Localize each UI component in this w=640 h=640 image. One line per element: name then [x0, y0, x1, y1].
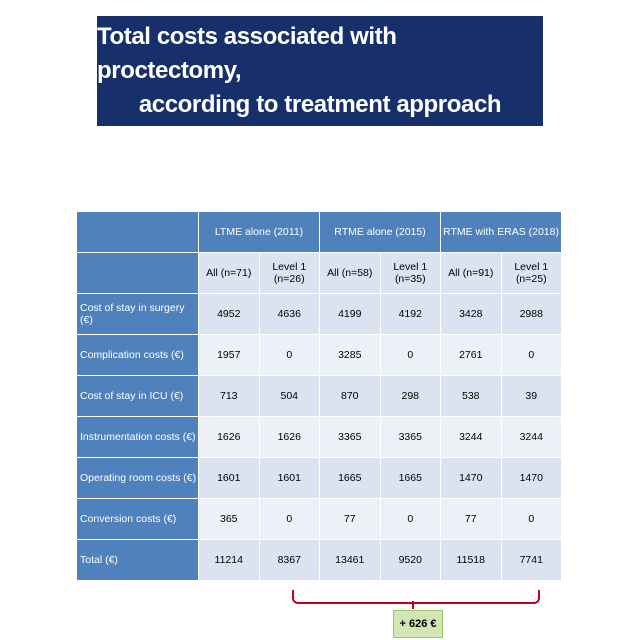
- table-cell: 1665: [380, 458, 442, 499]
- difference-badge: + 626 €: [393, 610, 443, 638]
- table-cell: 4199: [320, 294, 381, 335]
- table-cell: 8367: [259, 540, 321, 581]
- table-cell: 0: [380, 499, 442, 540]
- title-line-1: Total costs associated with proctectomy,: [97, 23, 397, 84]
- table-cell: 1626: [259, 417, 321, 458]
- table-cell: 0: [259, 335, 321, 376]
- table-cell: 4636: [259, 294, 321, 335]
- table-cell: 0: [380, 335, 442, 376]
- subheader-cell: Level 1 (n=25): [501, 253, 563, 294]
- table-cell: 3428: [441, 294, 502, 335]
- table-cell: 713: [199, 376, 260, 417]
- subheader-cell: Level 1 (n=26): [259, 253, 321, 294]
- table-cell: 2761: [441, 335, 502, 376]
- table-cell: 1601: [199, 458, 260, 499]
- table-cell: 13461: [320, 540, 381, 581]
- row-label: Conversion costs (€): [77, 499, 199, 540]
- subheader-cell: Level 1 (n=35): [380, 253, 442, 294]
- table-cell: 0: [501, 335, 563, 376]
- table-cell: 365: [199, 499, 260, 540]
- group-header-ltme: LTME alone (2011): [199, 212, 321, 253]
- table-cell: 0: [501, 499, 563, 540]
- table-cell: 3365: [380, 417, 442, 458]
- table-cell: 1470: [501, 458, 563, 499]
- table-cell: 11214: [199, 540, 260, 581]
- group-header-rtme-eras: RTME with ERAS (2018): [441, 212, 563, 253]
- table-corner-cell: [77, 253, 199, 294]
- table-cell: 4192: [380, 294, 442, 335]
- row-label: Cost of stay in ICU (€): [77, 376, 199, 417]
- table-cell: 1470: [441, 458, 502, 499]
- row-label: Total (€): [77, 540, 199, 581]
- subheader-cell: All (n=71): [199, 253, 260, 294]
- table-cell: 2988: [501, 294, 563, 335]
- group-header-rtme: RTME alone (2015): [320, 212, 442, 253]
- table-row: Complication costs (€) 1957 0 3285 0 276…: [77, 335, 563, 376]
- slide-title: Total costs associated with proctectomy,…: [97, 16, 543, 126]
- table-cell: 7741: [501, 540, 563, 581]
- row-label: Complication costs (€): [77, 335, 199, 376]
- row-label: Cost of stay in surgery (€): [77, 294, 199, 335]
- title-line-2: according to treatment approach: [138, 91, 502, 118]
- comparison-bracket: [292, 590, 540, 604]
- table-cell: 1626: [199, 417, 260, 458]
- table-cell: 504: [259, 376, 321, 417]
- table-cell: 39: [501, 376, 563, 417]
- table-corner-cell: [77, 212, 199, 253]
- table-cell: 3244: [501, 417, 563, 458]
- table-cell: 870: [320, 376, 381, 417]
- table-cell: 11518: [441, 540, 502, 581]
- table-cell: 298: [380, 376, 442, 417]
- table-cell: 77: [320, 499, 381, 540]
- comparison-bracket-tick: [412, 601, 414, 609]
- table-cell: 3285: [320, 335, 381, 376]
- table-cell: 1601: [259, 458, 321, 499]
- table-row-total: Total (€) 11214 8367 13461 9520 11518 77…: [77, 540, 563, 581]
- table-cell: 1957: [199, 335, 260, 376]
- row-label: Instrumentation costs (€): [77, 417, 199, 458]
- table-cell: 77: [441, 499, 502, 540]
- subheader-cell: All (n=58): [320, 253, 381, 294]
- table-cell: 9520: [380, 540, 442, 581]
- table-row: Cost of stay in ICU (€) 713 504 870 298 …: [77, 376, 563, 417]
- subheader-cell: All (n=91): [441, 253, 502, 294]
- table-row: Operating room costs (€) 1601 1601 1665 …: [77, 458, 563, 499]
- table-cell: 3244: [441, 417, 502, 458]
- table-cell: 3365: [320, 417, 381, 458]
- table-cell: 0: [259, 499, 321, 540]
- table-row: Conversion costs (€) 365 0 77 0 77 0: [77, 499, 563, 540]
- table-row: Cost of stay in surgery (€) 4952 4636 41…: [77, 294, 563, 335]
- cost-table: LTME alone (2011) RTME alone (2015) RTME…: [77, 212, 563, 581]
- table-cell: 1665: [320, 458, 381, 499]
- row-label: Operating room costs (€): [77, 458, 199, 499]
- table-cell: 4952: [199, 294, 260, 335]
- table-row: Instrumentation costs (€) 1626 1626 3365…: [77, 417, 563, 458]
- table-cell: 538: [441, 376, 502, 417]
